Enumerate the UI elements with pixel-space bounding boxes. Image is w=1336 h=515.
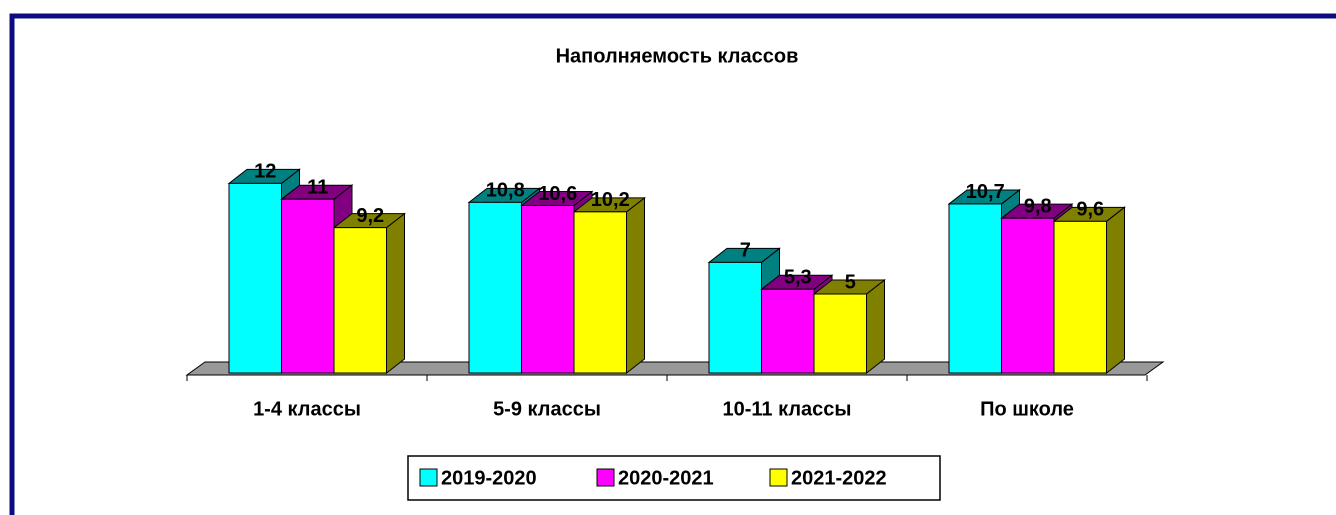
bar-front — [708, 261, 762, 374]
data-label: 5,3 — [784, 267, 812, 289]
bar-front — [521, 205, 575, 374]
bar-front — [228, 182, 282, 374]
data-label: 9,6 — [1076, 199, 1104, 221]
legend-swatch — [769, 468, 788, 487]
bar-front — [573, 211, 627, 374]
bar-front — [761, 288, 815, 374]
data-label: 9,2 — [356, 205, 384, 227]
legend-swatch — [419, 468, 438, 487]
bar-side — [386, 212, 405, 375]
bar-side — [626, 196, 645, 375]
data-label: 10,2 — [591, 189, 630, 211]
data-label: 10,8 — [486, 180, 525, 202]
bar-front — [1001, 217, 1055, 374]
bar-side — [866, 278, 885, 375]
bar-front — [468, 201, 522, 374]
legend-swatch — [596, 468, 615, 487]
data-label: 9,8 — [1024, 195, 1052, 217]
data-label: 10,6 — [538, 183, 577, 205]
bar-front — [281, 198, 335, 374]
x-tick-label: По школе — [980, 398, 1074, 420]
bar-front — [813, 293, 867, 374]
data-label: 11 — [307, 176, 328, 198]
chart-title: Наполняемость классов — [556, 45, 799, 67]
x-tick-label: 1-4 классы — [253, 398, 361, 420]
legend-box — [407, 455, 941, 501]
legend-label: 2020-2021 — [618, 467, 714, 489]
data-label: 7 — [740, 240, 751, 262]
floor — [185, 361, 1165, 376]
bar — [812, 278, 886, 375]
frame — [9, 13, 1336, 515]
legend-label: 2021-2022 — [791, 467, 887, 489]
data-label: 10,7 — [966, 181, 1005, 203]
bar — [572, 196, 646, 375]
data-label: 12 — [254, 161, 276, 183]
bar — [1052, 206, 1126, 375]
data-label: 5 — [845, 271, 856, 293]
bar-front — [1053, 220, 1107, 374]
bar-front — [948, 203, 1002, 374]
bar — [332, 212, 406, 375]
x-tick-label: 10-11 классы — [722, 398, 851, 420]
bar-front — [333, 227, 387, 374]
bar-side — [1106, 206, 1125, 375]
x-tick-label: 5-9 классы — [493, 398, 601, 420]
legend-label: 2019-2020 — [441, 467, 537, 489]
